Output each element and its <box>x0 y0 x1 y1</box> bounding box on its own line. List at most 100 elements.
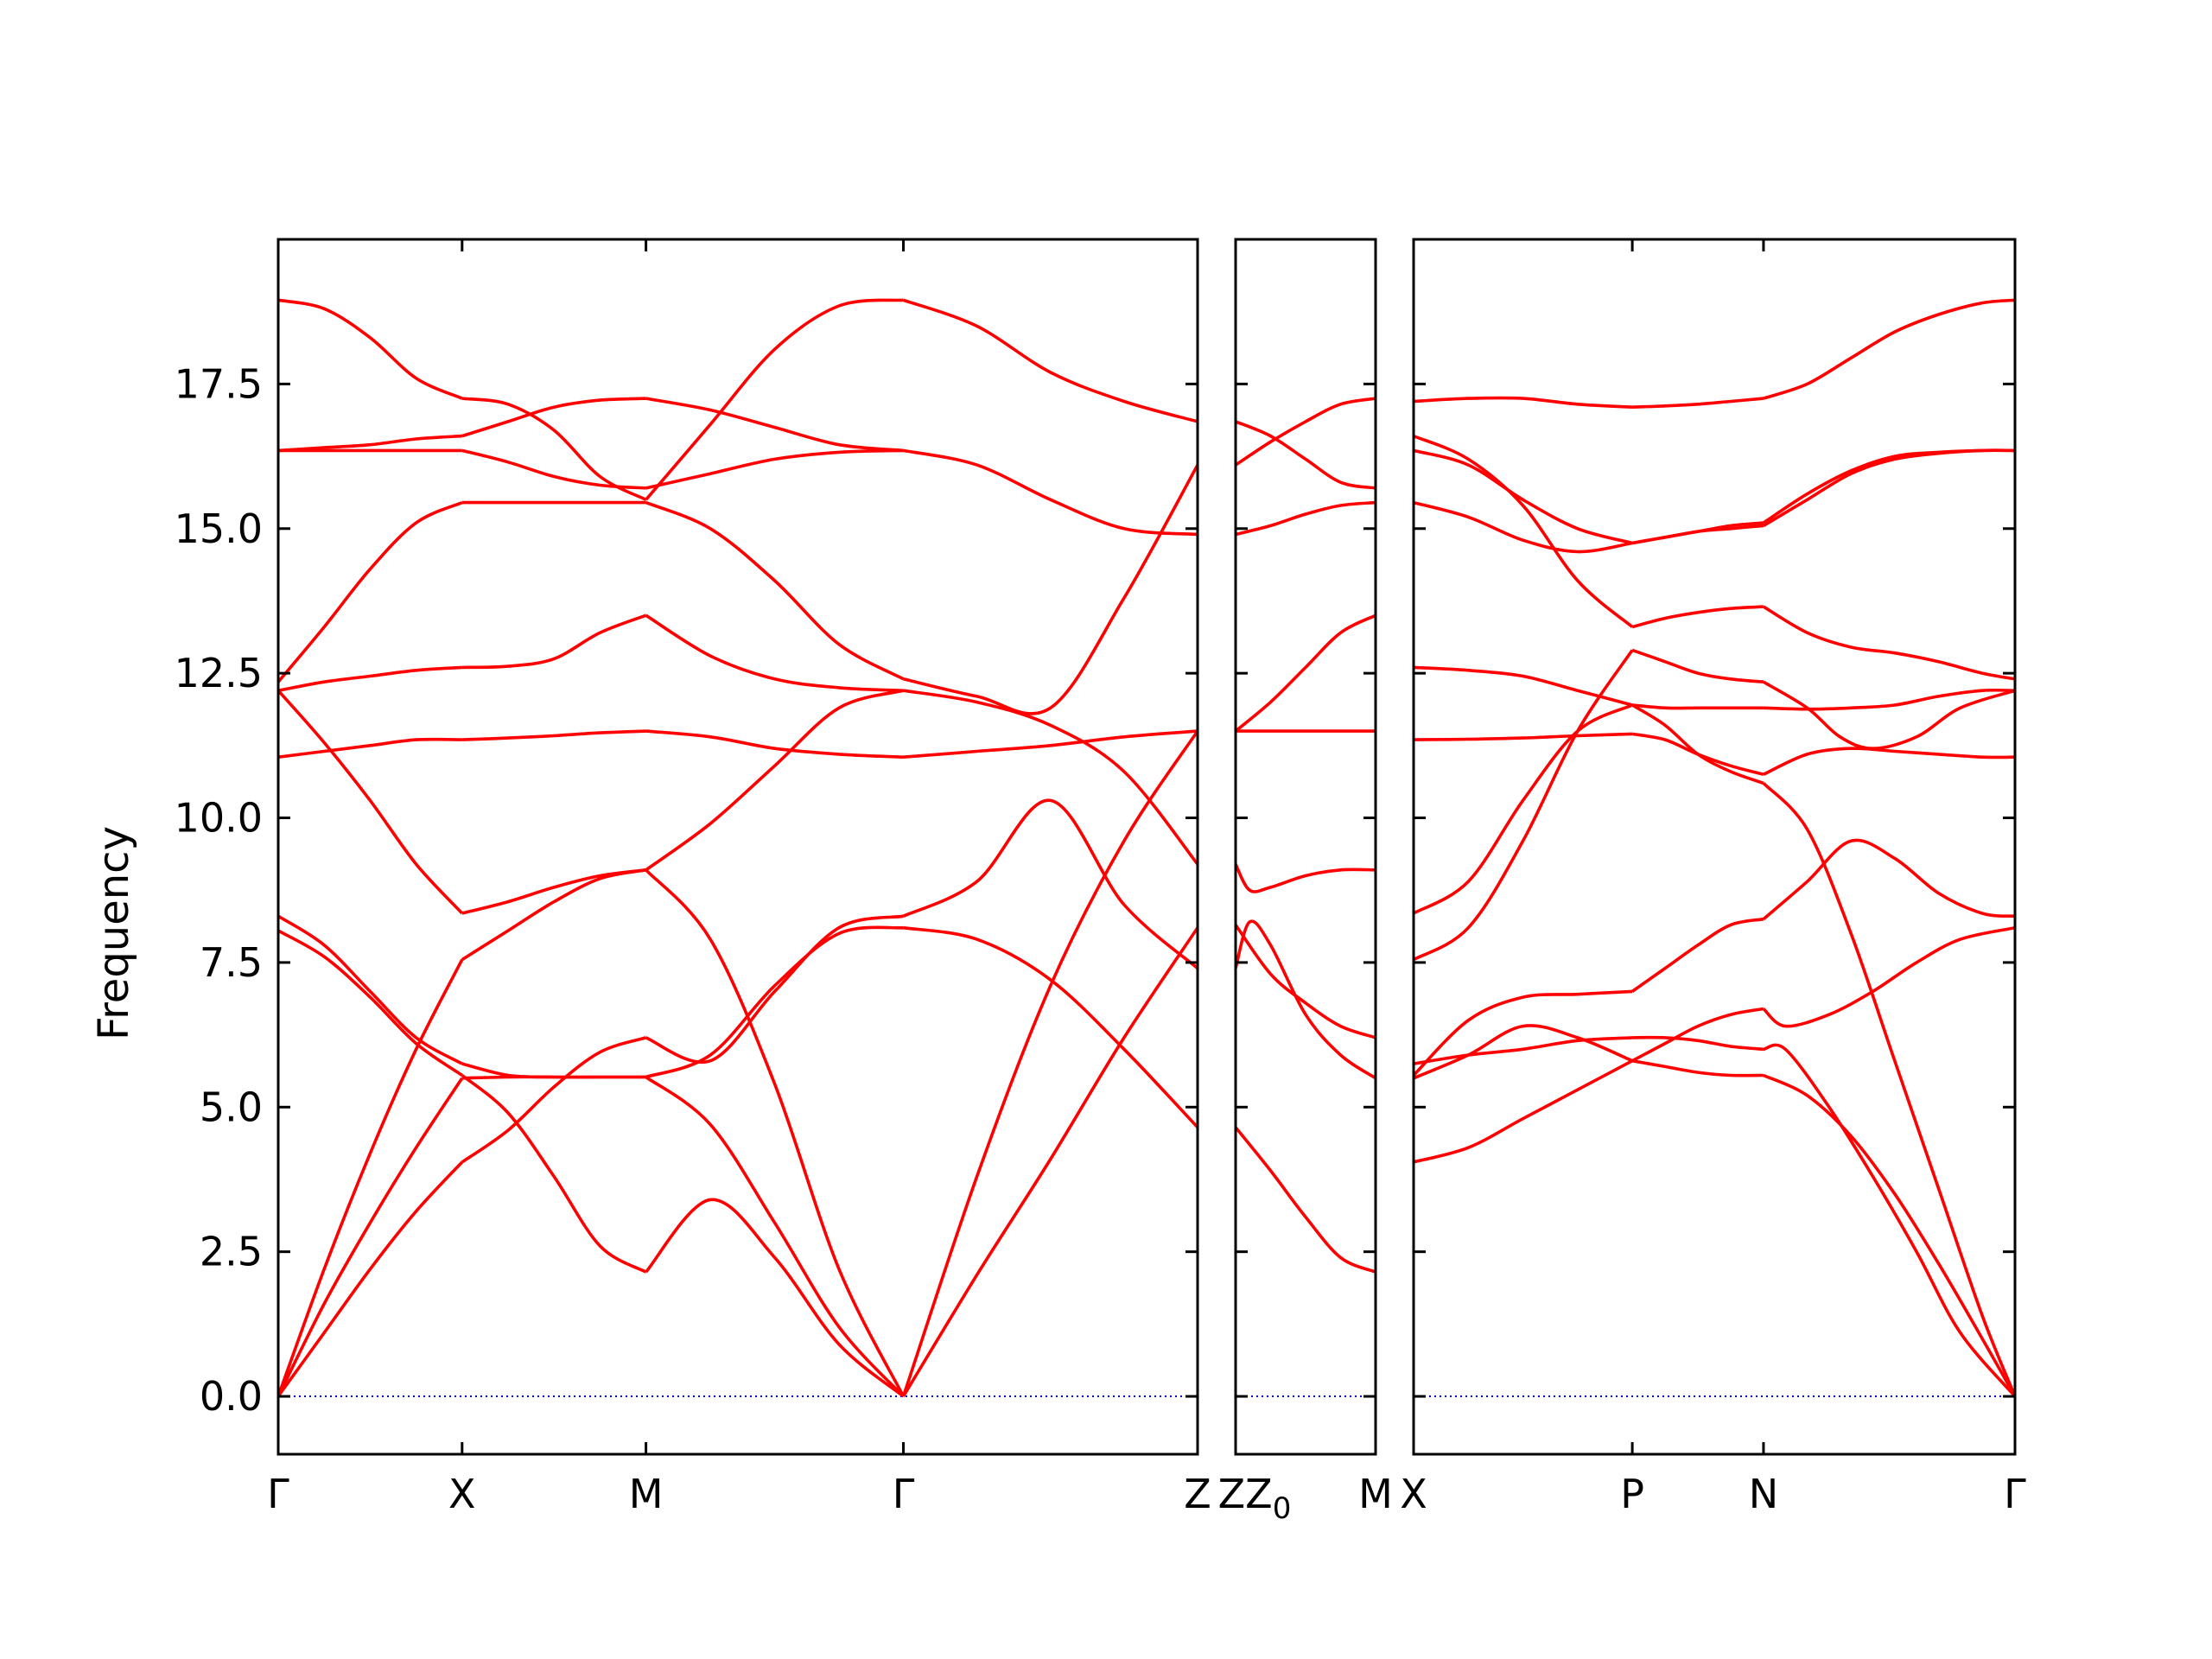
panel-0-bands <box>278 298 1198 1398</box>
band-line <box>1762 448 2015 527</box>
band-line <box>645 1198 905 1398</box>
band-line <box>1631 521 1764 545</box>
band-line <box>278 737 462 759</box>
band-line <box>1414 649 1634 962</box>
band-line <box>1414 732 1633 741</box>
band-line <box>1414 448 1633 545</box>
band-line <box>1631 1058 1764 1077</box>
band-line <box>1236 863 1376 893</box>
band-line <box>645 298 904 501</box>
band-line <box>1631 648 1764 683</box>
band-line <box>1414 665 1633 707</box>
y-tick-label: 12.5 <box>175 650 263 696</box>
band-line <box>1414 396 1633 409</box>
x-tick-label: M <box>1358 1471 1393 1517</box>
band-line <box>461 448 646 490</box>
y-tick-label: 5.0 <box>200 1084 263 1130</box>
panel-2-bands <box>1414 298 2015 1398</box>
band-line <box>1631 917 1764 993</box>
band-line <box>645 729 904 759</box>
band-line <box>1762 680 2015 750</box>
band-line <box>1631 605 1764 629</box>
band-line <box>645 1076 905 1398</box>
band-line <box>1763 747 2015 776</box>
band-line <box>1414 434 1634 628</box>
band-line <box>903 689 1198 866</box>
band-line <box>1236 919 1376 1080</box>
band-line <box>645 613 904 692</box>
band-line <box>1414 989 1633 1077</box>
band-line <box>903 448 1198 537</box>
band-line <box>1631 703 1764 785</box>
band-line <box>645 914 904 1065</box>
y-tick-label: 0.0 <box>200 1373 263 1420</box>
band-line <box>1762 782 2015 1397</box>
band-line <box>901 730 1198 1397</box>
panel-frame <box>1412 238 2017 1456</box>
band-line <box>645 689 904 872</box>
band-line <box>1236 420 1376 490</box>
band-line <box>1762 838 2015 921</box>
axes <box>276 238 2017 1456</box>
band-line <box>278 665 462 692</box>
band-line <box>1632 1035 1764 1052</box>
band-line <box>1763 1073 2015 1397</box>
band-line <box>1414 1059 1633 1164</box>
y-tick-label: 10.0 <box>175 795 263 842</box>
band-line <box>645 397 904 453</box>
band-line <box>1763 688 2015 711</box>
band-line <box>1236 924 1376 1039</box>
x-tick-label: P <box>1620 1471 1644 1517</box>
band-line <box>903 729 1198 759</box>
band-line <box>461 1074 647 1274</box>
panel-1-bands <box>1236 397 1376 1398</box>
band-line <box>1632 397 1764 409</box>
band-line <box>461 868 646 915</box>
band-line <box>645 925 904 1079</box>
band-line <box>278 929 463 1077</box>
x-tick-label: M <box>629 1471 664 1517</box>
band-line <box>1414 500 1633 554</box>
band-line <box>902 798 1198 969</box>
band-line <box>1414 1036 1633 1065</box>
band-line <box>1631 703 1764 710</box>
band-line <box>278 958 464 1397</box>
x-tick-label: X <box>1400 1471 1427 1517</box>
x-tick-label: Γ <box>267 1471 289 1517</box>
band-line <box>278 434 462 453</box>
x-tick-label: X <box>448 1471 476 1517</box>
band-line <box>645 448 904 490</box>
band-lines <box>278 298 2015 1398</box>
band-line <box>901 926 1198 1397</box>
band-line <box>645 868 906 1397</box>
band-line <box>278 500 463 683</box>
panel-frame <box>1234 238 1377 1456</box>
x-tick-label: Γ <box>2004 1471 2026 1517</box>
band-line <box>278 1077 464 1397</box>
band-line <box>645 500 905 681</box>
band-line <box>461 729 646 741</box>
band-line <box>1236 1126 1376 1274</box>
y-tick-label: 15.0 <box>175 505 263 552</box>
band-line <box>1414 1024 1633 1080</box>
y-tick-label: 7.5 <box>200 939 263 986</box>
y-axis-title: Frequency <box>90 826 138 1040</box>
band-line <box>1763 298 2015 400</box>
x-tick-label: N <box>1749 1471 1778 1517</box>
x-tick-label: ZZ0 <box>1218 1471 1292 1526</box>
band-line <box>903 464 1198 715</box>
axis-labels: Γ X M Γ Z ZZ0 M X P N Γ0.02.55.07.510.012.515.017.… <box>175 360 2027 1526</box>
band-line <box>1762 925 2015 1028</box>
x-tick-label: Z <box>1184 1471 1211 1517</box>
band-line <box>278 914 463 1065</box>
band-line <box>1236 397 1376 467</box>
band-line <box>461 1036 647 1164</box>
band-line <box>1236 613 1376 733</box>
y-tick-label: 17.5 <box>175 360 263 407</box>
band-line <box>1414 703 1633 915</box>
band-line <box>1236 500 1376 537</box>
band-line <box>461 613 647 670</box>
band-line <box>902 298 1198 423</box>
x-tick-label: Γ <box>893 1471 915 1517</box>
